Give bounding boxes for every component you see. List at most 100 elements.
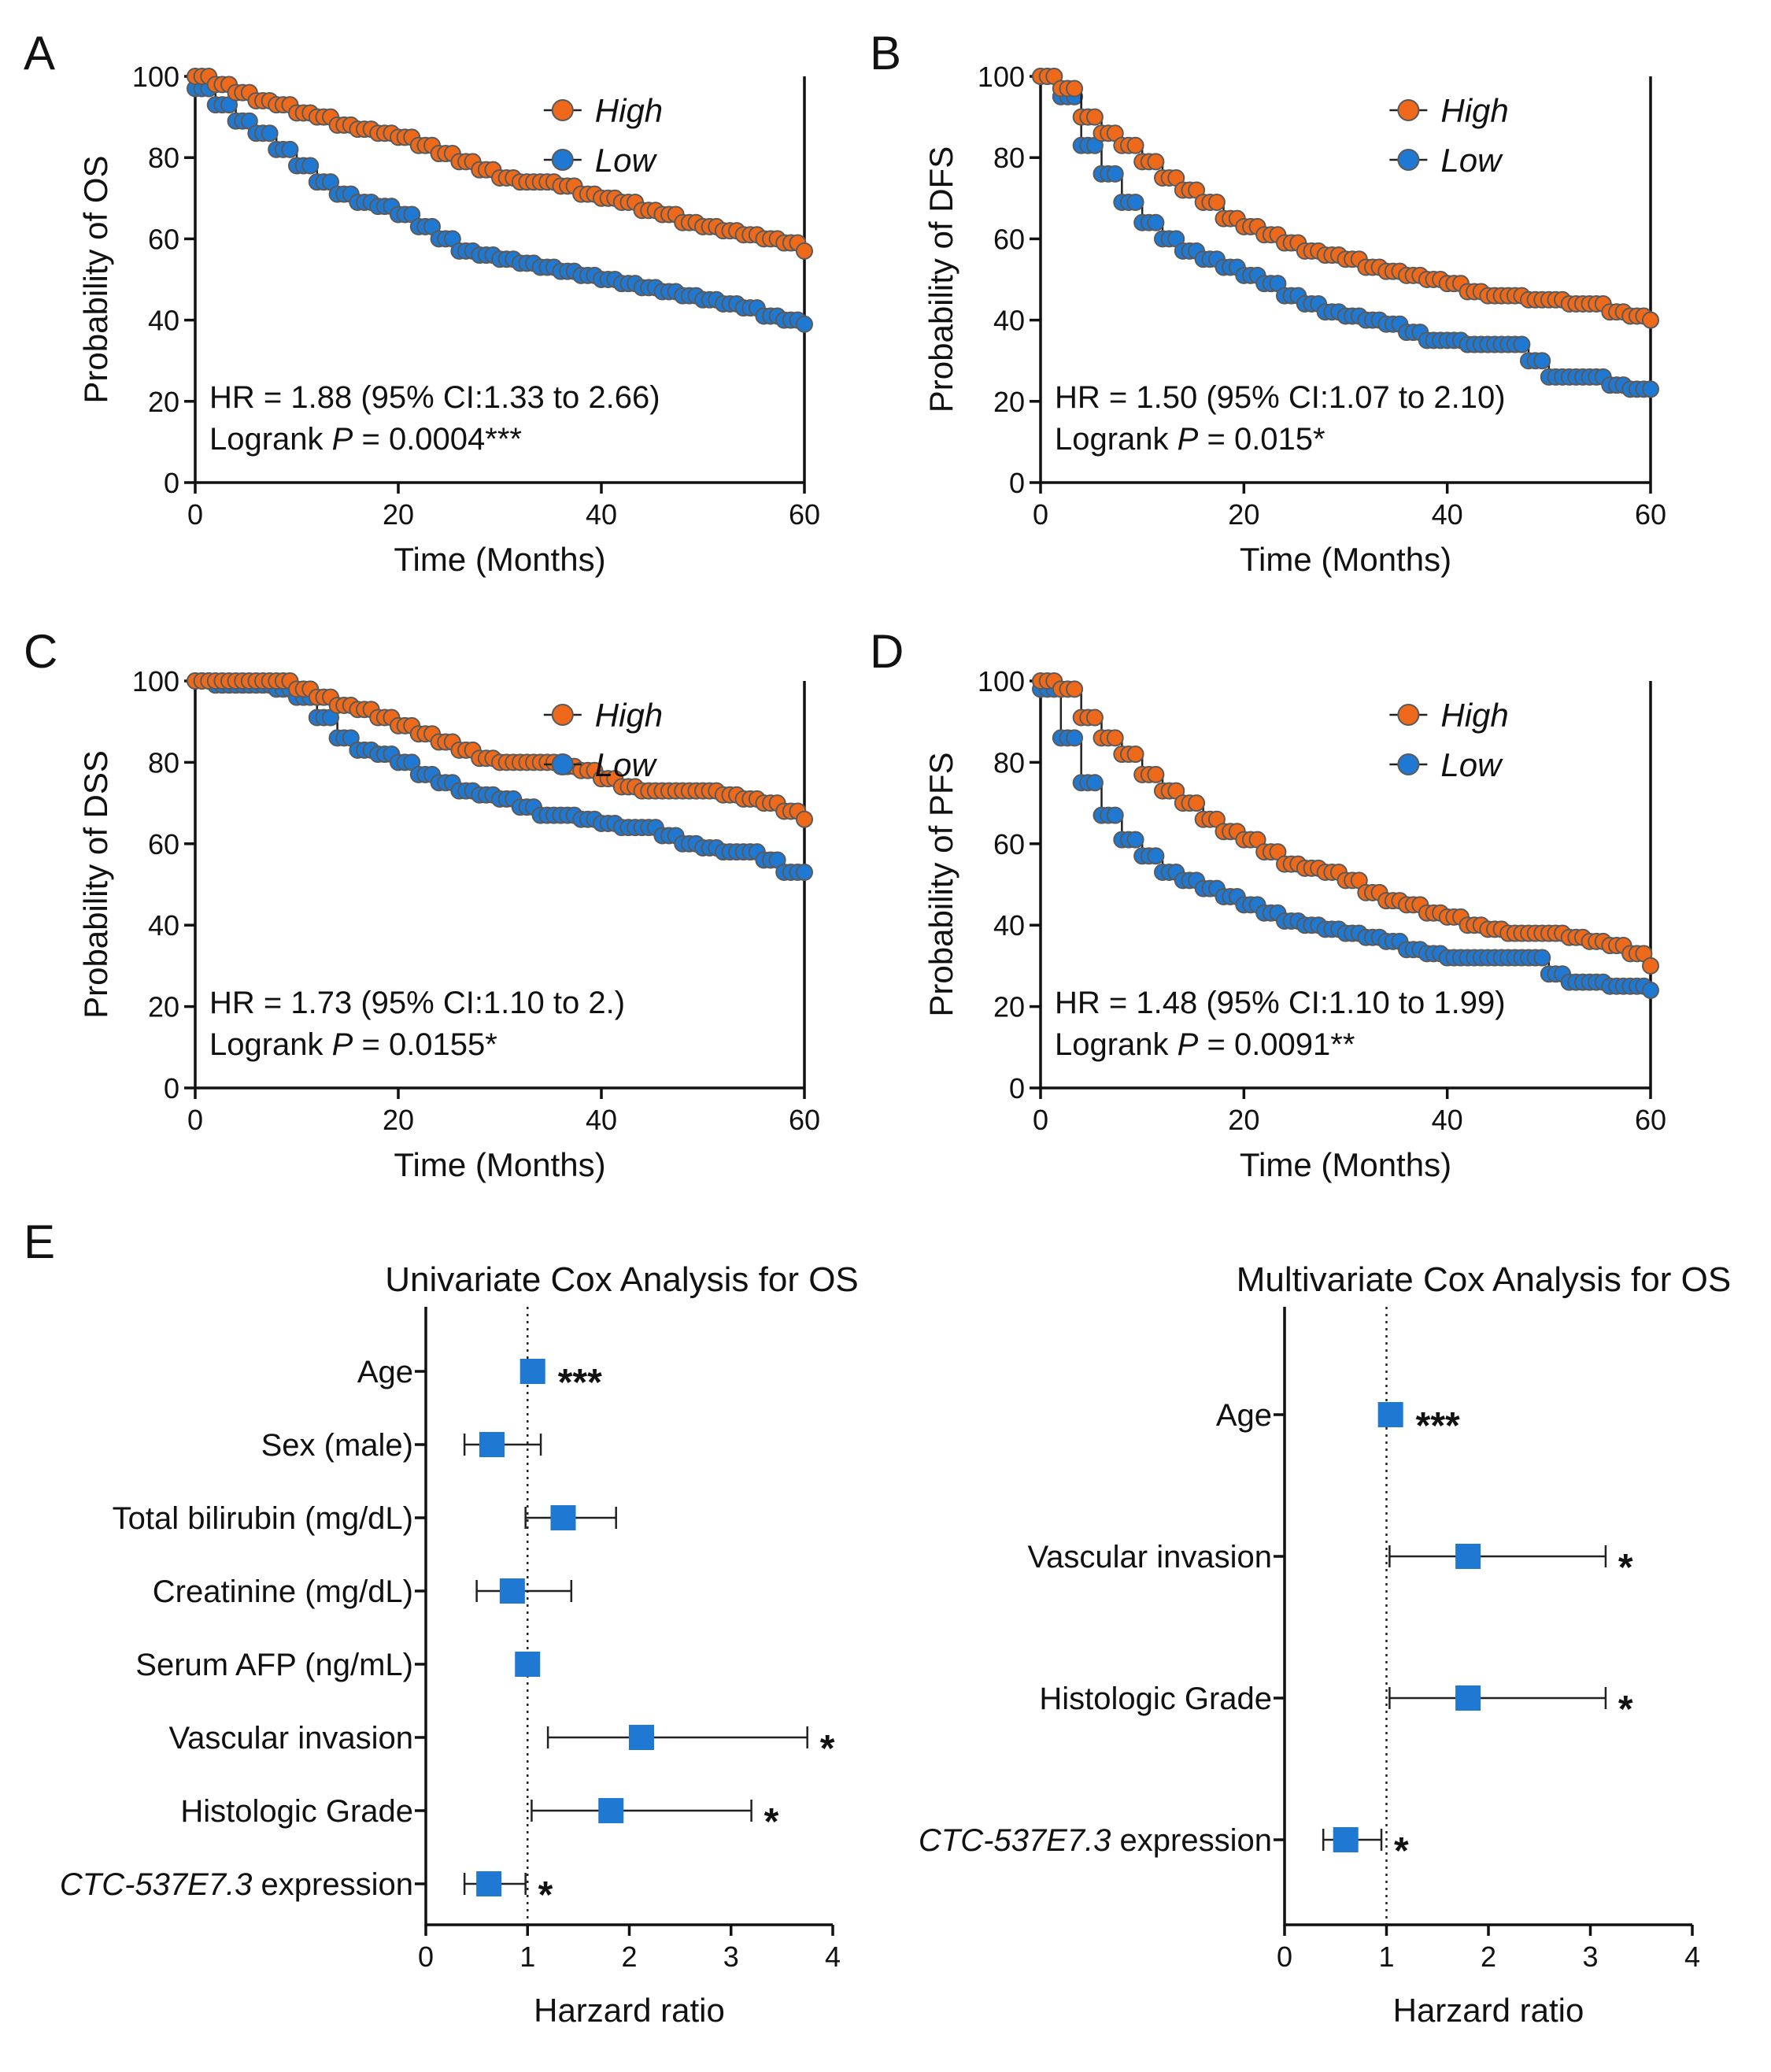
- legend-marker-low: [551, 753, 574, 775]
- legend-label-low: Low: [595, 142, 658, 179]
- row-label-suffix: expression: [252, 1867, 413, 1902]
- y-tick-label: 20: [148, 991, 179, 1023]
- x-tick-label: 1: [1378, 1941, 1394, 1973]
- x-tick-label: 3: [723, 1941, 739, 1973]
- y-tick-label: 40: [993, 305, 1025, 337]
- x-axis-title: Time (Months): [1240, 541, 1451, 578]
- row-label: Vascular invasion: [1027, 1540, 1272, 1574]
- x-tick-label: 40: [586, 498, 617, 531]
- x-tick-label: 0: [187, 498, 203, 531]
- y-tick-label: 0: [1009, 1072, 1025, 1104]
- censor-marker-low: [1106, 165, 1124, 183]
- censor-marker-high: [1147, 153, 1165, 171]
- x-tick-label: 0: [1277, 1941, 1292, 1973]
- censor-marker-low: [281, 140, 299, 158]
- panel-letter-c: C: [24, 625, 57, 678]
- censor-marker-high: [1066, 680, 1084, 698]
- hr-annotation: HR = 1.88 (95% CI:1.33 to 2.66): [209, 380, 660, 415]
- forest-e-right: Multivariate Cox Analysis for OS 0 1 2 3 4 Har…: [919, 1260, 1731, 2029]
- censor-marker-high: [1642, 956, 1659, 975]
- row-label-gene: CTC-537E7.3: [919, 1823, 1111, 1858]
- x-tick-label: 1: [519, 1941, 535, 1973]
- significance-stars: *: [1618, 1689, 1633, 1730]
- significance-stars: *: [1618, 1547, 1633, 1589]
- y-tick-label: 60: [148, 828, 179, 860]
- x-axis-title: Time (Months): [394, 1146, 605, 1183]
- row-label: CTC-537E7.3 expression: [919, 1823, 1272, 1858]
- forest-title: Univariate Cox Analysis for OS: [385, 1260, 859, 1299]
- km-panel-b: 0 20 40 60 80 100 0 20 40 60 Time (Months) Probabil…: [922, 61, 1666, 578]
- y-tick-label: 0: [164, 467, 179, 499]
- x-tick-label: 0: [1033, 498, 1048, 531]
- censor-marker-high: [1642, 311, 1659, 329]
- hr-marker: [515, 1652, 541, 1677]
- x-tick-label: 0: [1033, 1104, 1048, 1136]
- row-label: Creatinine (mg/dL): [153, 1574, 413, 1609]
- y-tick-label: 80: [993, 746, 1025, 779]
- row-label: CTC-537E7.3 expression: [60, 1867, 413, 1902]
- y-tick-label: 80: [148, 746, 179, 779]
- y-tick-label: 80: [148, 142, 179, 174]
- x-tick-label: 20: [383, 1104, 414, 1136]
- y-tick-label: 60: [993, 828, 1025, 860]
- y-tick-label: 40: [148, 909, 179, 942]
- legend-marker-high: [551, 704, 574, 726]
- censor-marker-low: [796, 863, 813, 881]
- km-step-line-low: [1041, 75, 1651, 390]
- hr-marker: [550, 1505, 576, 1530]
- logrank-p: P: [332, 422, 353, 457]
- x-axis-title: Time (Months): [394, 541, 605, 578]
- logrank-prefix: Logrank: [209, 1027, 332, 1062]
- logrank-p: P: [1178, 1027, 1199, 1062]
- hr-marker: [499, 1578, 525, 1604]
- logrank-p: P: [332, 1027, 353, 1062]
- significance-stars: *: [820, 1728, 835, 1770]
- hr-marker: [598, 1798, 624, 1823]
- km-step-line-low: [195, 87, 806, 324]
- y-axis-title: Probability of OS: [77, 155, 114, 403]
- logrank-value: = 0.0091**: [1198, 1027, 1355, 1062]
- row-label-suffix: expression: [1111, 1823, 1272, 1858]
- censor-marker-high: [1147, 765, 1165, 783]
- x-tick-label: 60: [789, 1104, 820, 1136]
- km-panel-a: 0 20 40 60 80 100 0 20 40 60 Time (Months) Probabil…: [77, 61, 820, 578]
- censor-marker-high: [1106, 729, 1124, 747]
- hr-annotation: HR = 1.73 (95% CI:1.10 to 2.): [209, 986, 625, 1020]
- censor-marker-low: [1533, 949, 1551, 967]
- x-tick-label: 60: [1635, 498, 1666, 531]
- y-tick-label: 0: [1009, 467, 1025, 499]
- row-label: Vascular invasion: [168, 1721, 413, 1756]
- censor-marker-low: [1642, 981, 1659, 999]
- legend-marker-high: [1397, 704, 1420, 726]
- y-tick-label: 40: [993, 909, 1025, 942]
- legend-marker-high: [551, 99, 574, 121]
- censor-marker-low: [1642, 380, 1659, 398]
- hr-marker: [629, 1725, 655, 1750]
- x-tick-label: 20: [1228, 1104, 1259, 1136]
- significance-stars: *: [538, 1874, 553, 1916]
- censor-marker-high: [796, 810, 813, 828]
- hr-marker: [479, 1432, 505, 1457]
- legend-label-low: Low: [595, 746, 658, 783]
- censor-marker-low: [1147, 213, 1165, 231]
- legend-label-low: Low: [1440, 142, 1503, 179]
- hr-marker: [519, 1359, 545, 1384]
- censor-marker-high: [1066, 80, 1084, 98]
- row-label: Total bilirubin (mg/dL): [113, 1501, 413, 1536]
- hr-marker: [1455, 1685, 1481, 1711]
- censor-marker-high: [1126, 136, 1144, 154]
- hr-marker: [476, 1871, 502, 1896]
- logrank-annotation: Logrank P = 0.0004***: [209, 422, 522, 457]
- censor-marker-low: [1085, 774, 1104, 792]
- y-tick-label: 60: [148, 223, 179, 255]
- logrank-annotation: Logrank P = 0.0155*: [209, 1027, 497, 1062]
- legend-label-high: High: [1440, 697, 1508, 734]
- row-label: Histologic Grade: [1039, 1682, 1272, 1716]
- y-tick-label: 100: [132, 665, 179, 697]
- x-tick-label: 40: [586, 1104, 617, 1136]
- y-tick-label: 100: [978, 665, 1025, 697]
- y-tick-label: 100: [978, 61, 1025, 93]
- censor-marker-low: [1066, 729, 1084, 747]
- censor-marker-low: [1513, 335, 1531, 353]
